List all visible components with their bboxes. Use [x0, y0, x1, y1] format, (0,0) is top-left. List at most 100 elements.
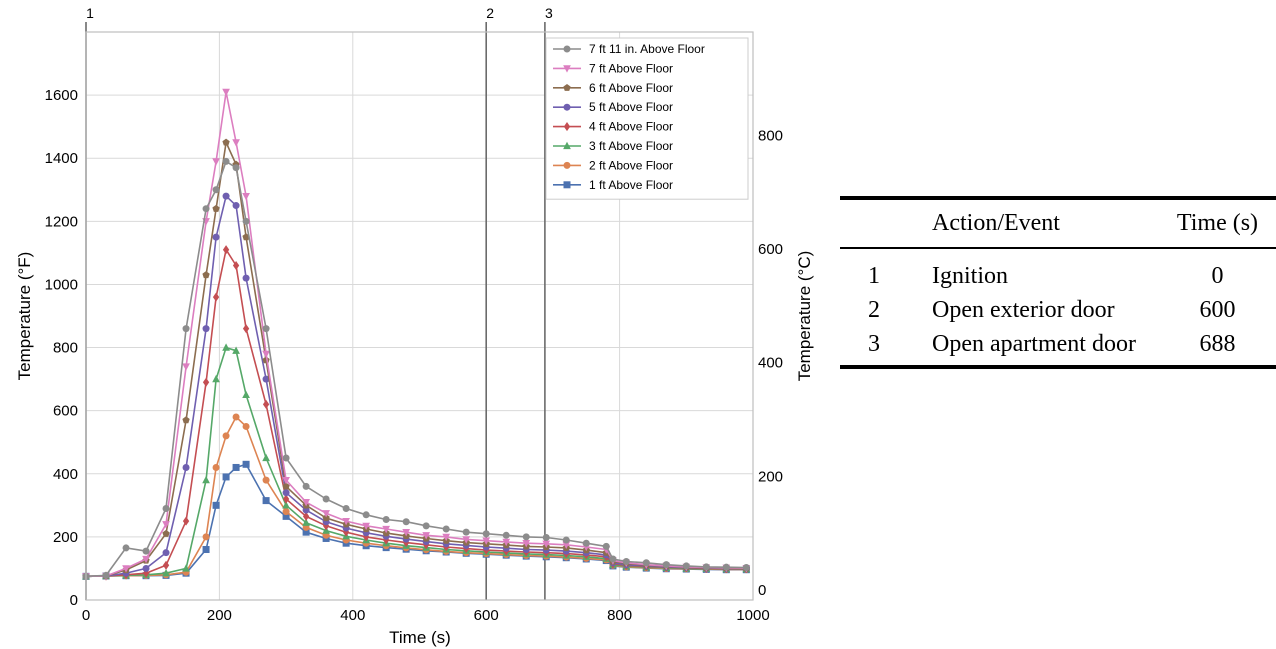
data-marker — [582, 539, 590, 547]
data-marker — [232, 164, 240, 172]
data-marker — [182, 416, 190, 424]
data-marker — [202, 205, 210, 213]
legend-label: 7 ft Above Floor — [589, 61, 673, 75]
data-marker — [212, 463, 220, 471]
data-marker — [142, 555, 150, 564]
data-marker — [362, 511, 370, 519]
row-num: 3 — [868, 331, 880, 357]
data-marker — [562, 541, 571, 549]
x-tick-label: 600 — [474, 607, 499, 624]
data-marker — [202, 546, 210, 554]
row-time: 688 — [1199, 331, 1236, 357]
data-marker — [242, 274, 250, 282]
data-marker — [302, 528, 310, 536]
data-marker — [162, 504, 170, 512]
data-marker — [422, 522, 430, 530]
data-marker — [202, 271, 210, 279]
data-marker — [262, 375, 270, 383]
legend-box — [545, 37, 749, 200]
data-marker — [182, 516, 190, 526]
legend-label: 2 ft Above Floor — [589, 158, 673, 172]
data-marker — [702, 563, 710, 571]
y-axis-right-title: Temperature (°C) — [795, 251, 814, 382]
x-axis-title: Time (s) — [389, 628, 451, 647]
legend-label: 1 ft Above Floor — [589, 178, 673, 192]
data-marker — [462, 528, 470, 536]
y-tick-label-left: 1600 — [45, 87, 78, 104]
data-marker — [302, 511, 310, 521]
data-marker — [542, 540, 551, 549]
data-marker — [212, 186, 220, 194]
data-marker — [122, 565, 130, 573]
x-tick-label: 800 — [607, 607, 632, 624]
data-marker — [222, 138, 230, 146]
data-marker — [563, 45, 571, 53]
series-4-ft-above-floor — [82, 245, 750, 581]
table-header-row: Action/Event Time (s) — [840, 198, 1276, 248]
data-marker — [162, 568, 170, 577]
data-marker — [212, 374, 220, 383]
data-marker — [142, 564, 150, 572]
data-marker — [242, 192, 250, 201]
legend-label: 3 ft Above Floor — [589, 139, 673, 153]
series-5-ft-above-floor — [82, 192, 750, 580]
data-marker — [522, 540, 531, 548]
data-marker — [262, 399, 270, 409]
y-tick-label-left: 400 — [53, 466, 78, 483]
series-line — [85, 141, 747, 578]
y-tick-label-left: 1400 — [45, 150, 78, 167]
data-marker — [622, 558, 630, 566]
data-marker — [563, 65, 571, 73]
data-marker — [202, 533, 210, 541]
data-marker — [362, 522, 370, 531]
data-marker — [382, 525, 390, 534]
data-marker — [282, 494, 290, 504]
x-tick-label: 200 — [207, 607, 232, 624]
data-marker — [382, 516, 390, 524]
row-num: 2 — [868, 297, 880, 323]
header-event: Action/Event — [932, 210, 1060, 236]
row-event: Open apartment door — [932, 331, 1136, 357]
data-marker — [182, 363, 190, 371]
series-line — [85, 346, 747, 578]
legend: 7 ft 11 in. Above Floor 7 ft Above Floor 6… — [545, 37, 749, 200]
data-marker — [232, 413, 240, 421]
data-marker — [322, 510, 330, 518]
data-marker — [222, 473, 230, 481]
data-marker — [402, 529, 411, 537]
data-marker — [162, 560, 170, 570]
data-marker — [563, 141, 571, 150]
data-marker — [232, 463, 240, 471]
data-marker — [642, 559, 650, 567]
data-marker — [162, 529, 170, 537]
y-tick-label-left: 600 — [53, 403, 78, 420]
data-marker — [202, 325, 210, 333]
data-marker — [563, 122, 571, 132]
data-marker — [262, 325, 270, 333]
y-tick-label-left: 1000 — [45, 276, 78, 293]
data-marker — [662, 561, 670, 569]
data-marker — [282, 501, 290, 509]
data-marker — [562, 536, 570, 544]
data-marker — [122, 544, 130, 552]
x-ticks: 0 200 400 600 800 1000 — [82, 607, 770, 624]
data-marker — [563, 161, 571, 169]
data-marker — [482, 537, 491, 545]
y-axis-left-title: Temperature (°F) — [15, 252, 34, 381]
data-marker — [182, 325, 190, 333]
series-line — [85, 416, 747, 578]
data-marker — [212, 158, 220, 166]
event-label: 3 — [545, 5, 553, 21]
data-marker — [202, 475, 210, 484]
data-marker — [342, 504, 350, 512]
data-marker — [563, 181, 571, 189]
event-label: 2 — [486, 5, 494, 21]
table-row: 1 Ignition 0 — [840, 248, 1276, 293]
data-marker — [232, 202, 240, 210]
legend-label: 4 ft Above Floor — [589, 120, 673, 134]
data-marker — [302, 482, 310, 490]
data-marker — [442, 533, 451, 542]
row-time: 0 — [1211, 263, 1224, 289]
data-marker — [602, 542, 610, 550]
data-marker — [262, 453, 270, 462]
